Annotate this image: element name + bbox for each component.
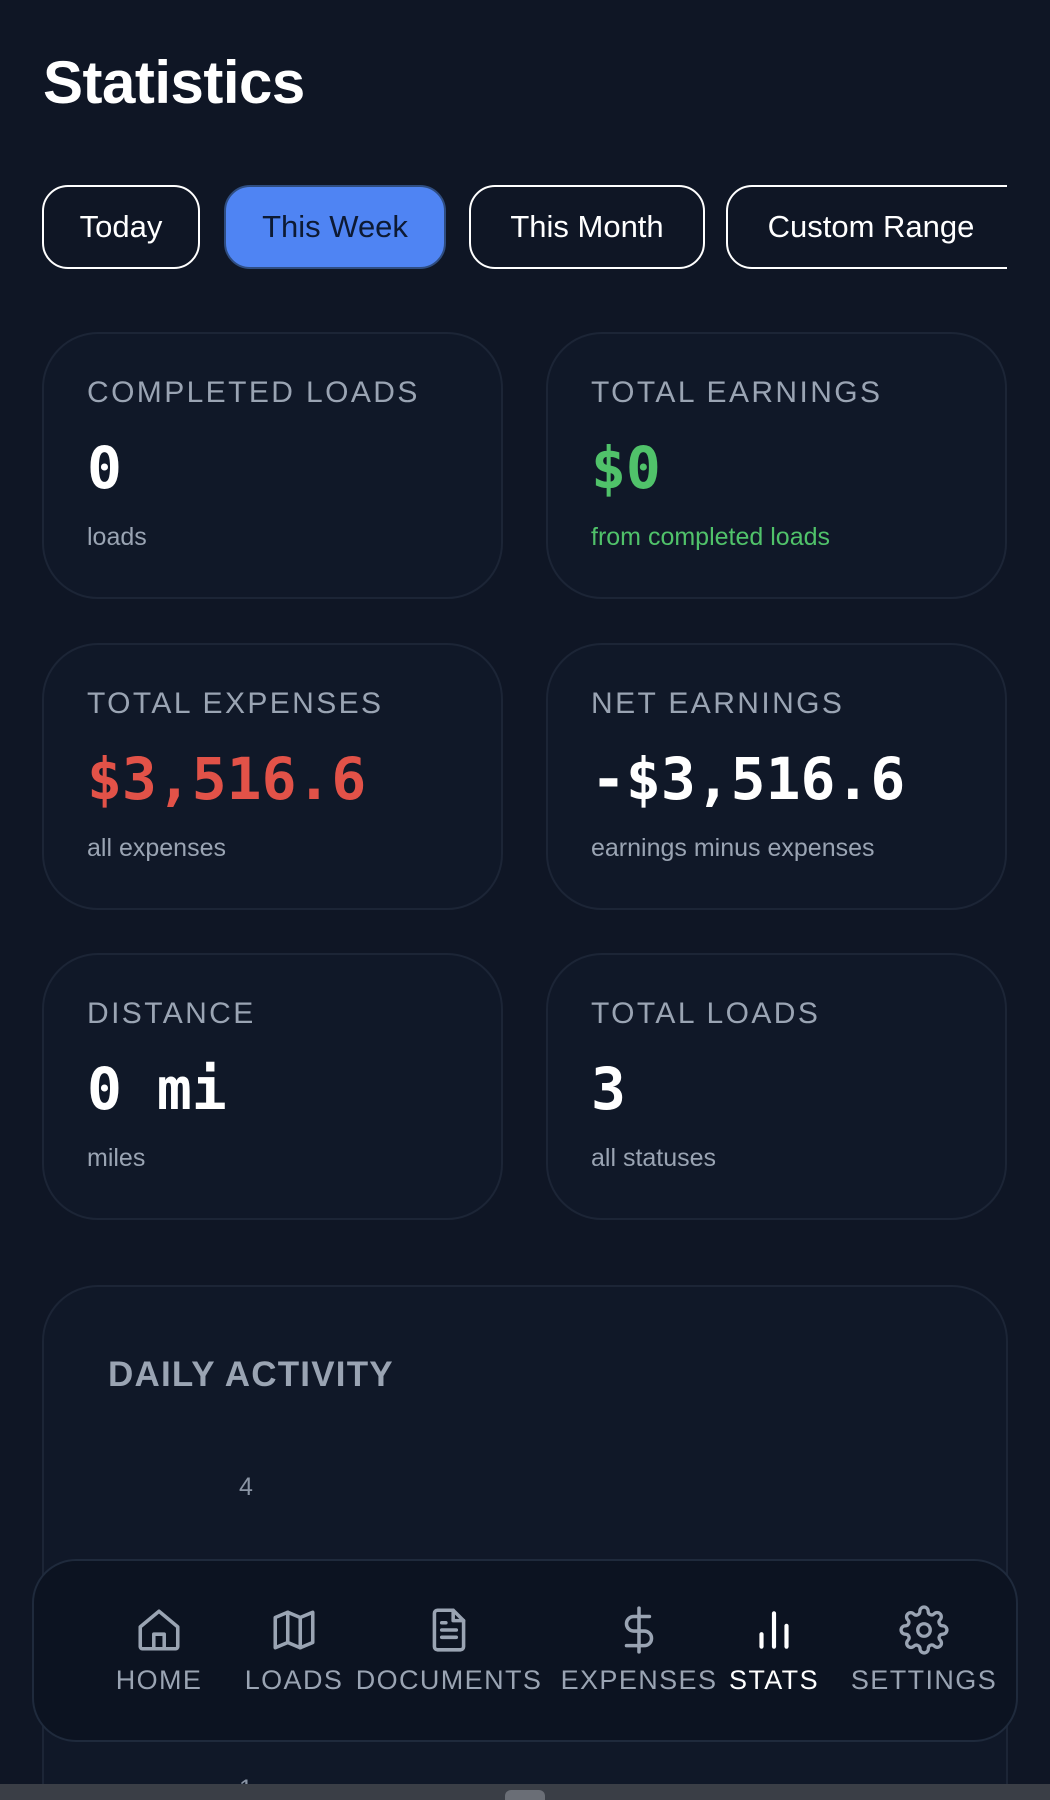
y-axis-tick: 4 [239, 1473, 253, 1501]
nav-label: DOCUMENTS [355, 1665, 543, 1695]
card-subtext: earnings minus expenses [591, 834, 875, 862]
nav-label: EXPENSES [560, 1665, 718, 1695]
net-earnings-card: NET EARNINGS -$3,516.6 earnings minus ex… [546, 643, 1007, 910]
card-label: NET EARNINGS [591, 687, 845, 720]
card-subtext: miles [87, 1144, 146, 1172]
nav-label: SETTINGS [850, 1665, 998, 1695]
nav-item-stats[interactable]: STATS [704, 1561, 844, 1740]
home-indicator[interactable] [505, 1790, 545, 1800]
bottom-nav: HOME LOADS DOCUMENTS EXPENSES [32, 1559, 1018, 1742]
card-value: $3,516.6 [87, 745, 367, 813]
card-subtext: all expenses [87, 834, 226, 862]
gear-icon [899, 1605, 949, 1655]
document-icon [432, 1608, 466, 1652]
tab-this-month[interactable]: This Month [469, 185, 705, 269]
card-value: 0 mi [87, 1055, 227, 1123]
card-label: TOTAL EXPENSES [87, 687, 384, 720]
nav-item-loads[interactable]: LOADS [219, 1561, 369, 1740]
bar-chart-icon [759, 1611, 789, 1649]
home-icon [138, 1609, 180, 1651]
nav-item-documents[interactable]: DOCUMENTS [334, 1561, 564, 1740]
card-value: $0 [591, 434, 661, 502]
dollar-icon [624, 1606, 654, 1654]
card-label: COMPLETED LOADS [87, 376, 420, 409]
card-subtext: all statuses [591, 1144, 717, 1172]
card-label: TOTAL EARNINGS [591, 376, 883, 409]
page-title: Statistics [43, 49, 305, 116]
card-subtext: loads [87, 523, 147, 551]
card-label: TOTAL LOADS [591, 997, 821, 1030]
daily-activity-title: DAILY ACTIVITY [108, 1355, 394, 1394]
total-expenses-card: TOTAL EXPENSES $3,516.6 all expenses [42, 643, 503, 910]
distance-card: DISTANCE 0 mi miles [42, 953, 503, 1220]
card-value: -$3,516.6 [591, 745, 906, 813]
map-icon [273, 1610, 315, 1650]
nav-label: STATS [728, 1665, 819, 1695]
card-subtext: from completed loads [591, 523, 831, 551]
card-value: 3 [591, 1055, 626, 1123]
nav-item-settings[interactable]: SETTINGS [839, 1561, 1009, 1740]
total-earnings-card: TOTAL EARNINGS $0 from completed loads [546, 332, 1007, 599]
total-loads-card: TOTAL LOADS 3 all statuses [546, 953, 1007, 1220]
completed-loads-card: COMPLETED LOADS 0 loads [42, 332, 503, 599]
tab-this-week[interactable]: This Week [224, 185, 446, 269]
tab-today[interactable]: Today [42, 185, 200, 269]
nav-label: LOADS [244, 1665, 344, 1695]
nav-label: HOME [115, 1665, 203, 1695]
card-value: 0 [87, 434, 122, 502]
tab-custom-range[interactable]: Custom Range [726, 185, 1007, 269]
range-tabs: Today This Week This Month Custom Range [42, 185, 1007, 269]
nav-item-expenses[interactable]: EXPENSES [539, 1561, 739, 1740]
card-label: DISTANCE [87, 997, 256, 1030]
nav-item-home[interactable]: HOME [74, 1561, 244, 1740]
